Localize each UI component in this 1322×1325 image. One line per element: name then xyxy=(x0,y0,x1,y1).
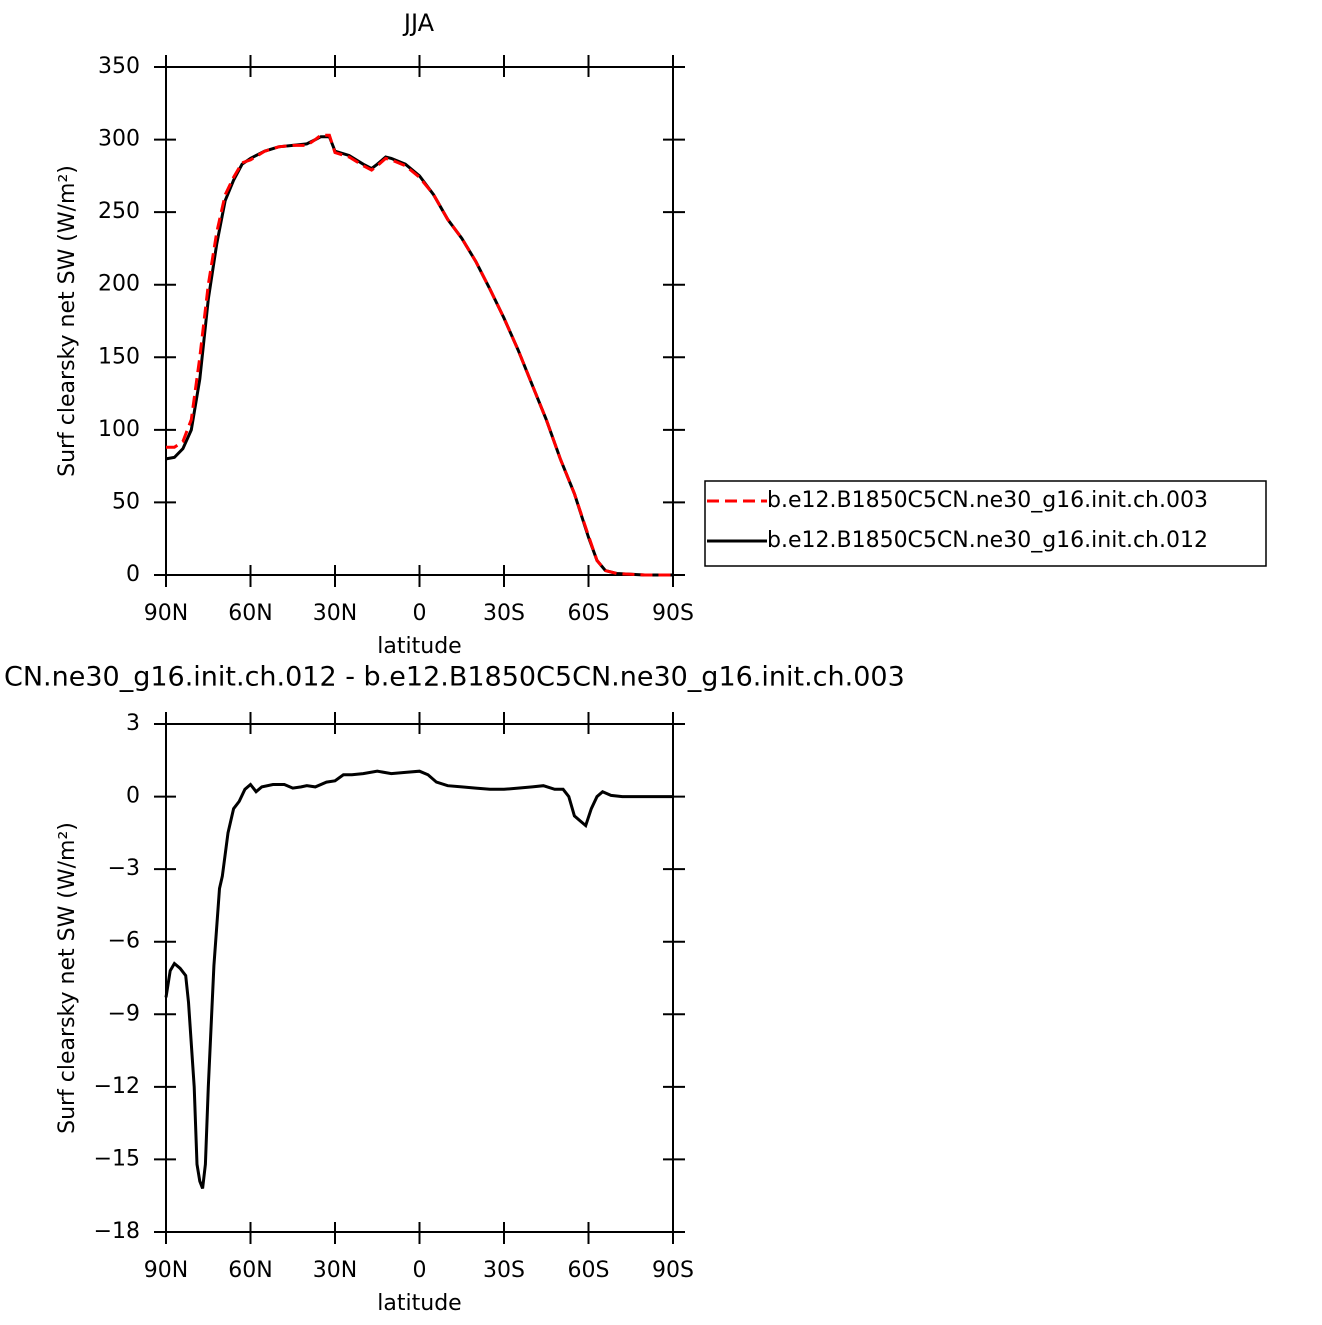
y-tick-label: 50 xyxy=(112,489,140,514)
y-tick-label: 100 xyxy=(98,417,140,442)
x-tick-label: 30N xyxy=(313,601,357,626)
data-line xyxy=(166,133,673,577)
x-tick-label: 30S xyxy=(483,1258,525,1283)
x-tick-label: 60S xyxy=(568,1258,610,1283)
x-axis-label: latitude xyxy=(377,634,461,659)
data-line xyxy=(165,135,673,577)
y-tick-label: 350 xyxy=(98,54,140,79)
x-tick-label: 30N xyxy=(313,1258,357,1283)
x-tick-label: 60S xyxy=(568,601,610,626)
x-tick-label: 90S xyxy=(652,1258,694,1283)
plot-frame xyxy=(165,66,674,576)
y-axis-label: Surf clearsky net SW (W/m²) xyxy=(55,165,80,477)
y-tick-label: 300 xyxy=(98,127,140,152)
x-axis-label: latitude xyxy=(377,1291,461,1316)
y-tick-label: 0 xyxy=(126,562,140,587)
x-tick-label: 0 xyxy=(413,1258,427,1283)
y-tick-label: 3 xyxy=(126,711,140,736)
y-tick-label: −18 xyxy=(94,1219,140,1244)
legend-label: b.e12.B1850C5CN.ne30_g16.init.ch.012 xyxy=(767,528,1208,553)
legend-box xyxy=(704,480,1267,567)
legend-label: b.e12.B1850C5CN.ne30_g16.init.ch.003 xyxy=(767,488,1208,513)
x-tick-label: 90N xyxy=(144,1258,188,1283)
x-tick-label: 90N xyxy=(144,601,188,626)
x-tick-label: 60N xyxy=(228,601,272,626)
y-tick-label: −6 xyxy=(108,929,140,954)
y-tick-label: 250 xyxy=(98,199,140,224)
x-tick-label: 0 xyxy=(413,601,427,626)
x-tick-label: 60N xyxy=(228,1258,272,1283)
y-tick-label: −15 xyxy=(94,1146,140,1171)
data-line xyxy=(164,769,673,1190)
chart-title: JJA xyxy=(402,9,435,37)
y-tick-label: 200 xyxy=(98,272,140,297)
y-tick-label: −3 xyxy=(108,856,140,881)
chart-title: CN.ne30_g16.init.ch.012 - b.e12.B1850C5C… xyxy=(4,662,905,693)
y-axis-label: Surf clearsky net SW (W/m²) xyxy=(55,822,80,1134)
y-tick-label: 0 xyxy=(126,784,140,809)
y-tick-label: −9 xyxy=(108,1001,140,1026)
y-tick-label: −12 xyxy=(94,1074,140,1099)
x-tick-label: 90S xyxy=(652,601,694,626)
x-tick-label: 30S xyxy=(483,601,525,626)
y-tick-label: 150 xyxy=(98,344,140,369)
